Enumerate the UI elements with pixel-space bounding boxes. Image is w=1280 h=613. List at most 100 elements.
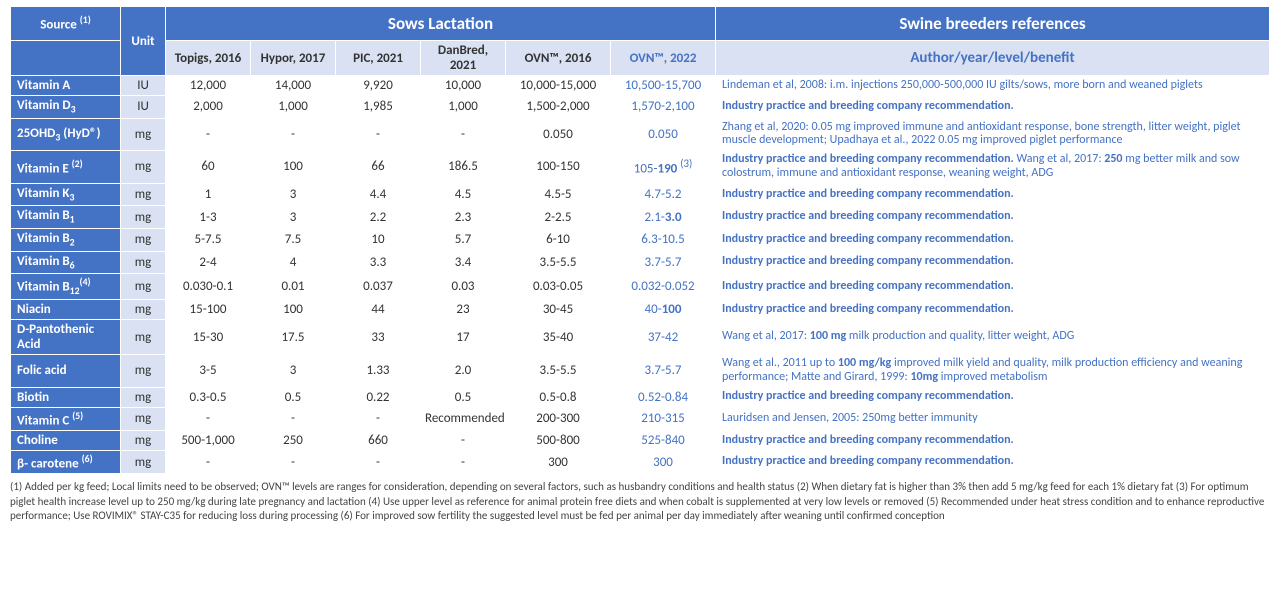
value-cell: 3 [251,183,336,206]
value-cell: 100 [251,300,336,320]
reference-cell: Lindeman et al, 2008: i.m. injections 25… [716,76,1270,96]
table-row: Vitamin B1mg1-332.22.32-2.52.1-3.0Indust… [11,206,1270,229]
reference-cell: Industry practice and breeding company r… [716,387,1270,407]
value-cell: 2.2 [336,206,421,229]
value-cell: 9,920 [336,76,421,96]
row-label: Vitamin D3 [11,96,121,119]
value-cell: 2,000 [166,96,251,119]
unit-cell: IU [121,76,166,96]
value-cell: 100 [251,151,336,184]
value-cell: 4.4 [336,183,421,206]
reference-cell: Industry practice and breeding company r… [716,183,1270,206]
row-label: Vitamin B12(4) [11,274,121,300]
value-cell: 0.03 [421,274,506,300]
value-cell: 0.03-0.05 [506,274,611,300]
ovn-2022-cell: 37-42 [611,320,716,355]
table-row: Folic acidmg3-531.332.03.5-5.53.7-5.7Wan… [11,355,1270,388]
value-cell: 3 [251,206,336,229]
unit-cell: mg [121,451,166,474]
unit-cell: mg [121,320,166,355]
value-cell: 10,000-15,000 [506,76,611,96]
reference-cell: Industry practice and breeding company r… [716,431,1270,451]
row-label: Folic acid [11,355,121,388]
unit-cell: mg [121,206,166,229]
unit-cell: mg [121,118,166,151]
unit-cell: mg [121,251,166,274]
reference-cell: Industry practice and breeding company r… [716,251,1270,274]
table-row: Vitamin AIU12,00014,0009,92010,00010,000… [11,76,1270,96]
reference-cell: Wang et al., 2011 up to 100 mg/kg improv… [716,355,1270,388]
value-cell: 0.22 [336,387,421,407]
reference-cell: Industry practice and breeding company r… [716,96,1270,119]
row-label: Vitamin B2 [11,228,121,251]
value-cell: 2.0 [421,355,506,388]
value-cell: 60 [166,151,251,184]
value-cell: 1,000 [251,96,336,119]
ovn-2022-cell: 0.032-0.052 [611,274,716,300]
value-cell: 17.5 [251,320,336,355]
value-cell: 100-150 [506,151,611,184]
unit-cell: IU [121,96,166,119]
value-cell: 2-4 [166,251,251,274]
value-cell: - [166,118,251,151]
blank-header [11,41,121,76]
value-cell: 186.5 [421,151,506,184]
value-cell: 0.030-0.1 [166,274,251,300]
ovn-2022-cell: 40-100 [611,300,716,320]
value-cell: 3.5-5.5 [506,355,611,388]
row-label: 25OHD3 (HyD®) [11,118,121,151]
reference-cell: Industry practice and breeding company r… [716,274,1270,300]
value-cell: 17 [421,320,506,355]
value-cell: 4 [251,251,336,274]
row-label: Biotin [11,387,121,407]
unit-cell: mg [121,300,166,320]
value-cell: - [251,407,336,430]
value-cell: 15-30 [166,320,251,355]
value-cell: 12,000 [166,76,251,96]
col-pic: PIC, 2021 [336,41,421,76]
value-cell: 10,000 [421,76,506,96]
col-ref: Author/year/level/benefit [716,41,1270,76]
value-cell: - [251,451,336,474]
footnotes: (1) Added per kg feed; Local limits need… [10,480,1270,523]
row-label: β- carotene (6) [11,451,121,474]
row-label: Vitamin E (2) [11,151,121,184]
reference-cell: Zhang et al, 2020: 0.05 mg improved immu… [716,118,1270,151]
ovn-2022-cell: 525-840 [611,431,716,451]
table-row: Vitamin E (2)mg6010066186.5100-150105-19… [11,151,1270,184]
row-label: Vitamin K3 [11,183,121,206]
table-row: Niacinmg15-100100442330-4540-100Industry… [11,300,1270,320]
value-cell: 1.33 [336,355,421,388]
value-cell: 200-300 [506,407,611,430]
value-cell: 10 [336,228,421,251]
value-cell: - [166,451,251,474]
value-cell: 30-45 [506,300,611,320]
value-cell: 660 [336,431,421,451]
value-cell: 1 [166,183,251,206]
unit-cell: mg [121,387,166,407]
unit-header: Unit [121,7,166,76]
value-cell: 0.5 [251,387,336,407]
unit-cell: mg [121,228,166,251]
value-cell: 3-5 [166,355,251,388]
value-cell: 35-40 [506,320,611,355]
col-danbred: DanBred, 2021 [421,41,506,76]
unit-cell: mg [121,407,166,430]
ovn-2022-cell: 2.1-3.0 [611,206,716,229]
value-cell: - [421,118,506,151]
value-cell: 23 [421,300,506,320]
value-cell: 4.5-5 [506,183,611,206]
value-cell: 3.5-5.5 [506,251,611,274]
unit-cell: mg [121,355,166,388]
value-cell: - [336,118,421,151]
value-cell: 5-7.5 [166,228,251,251]
value-cell: 2.3 [421,206,506,229]
reference-cell: Industry practice and breeding company r… [716,206,1270,229]
reference-cell: Wang et al, 2017: 100 mg milk production… [716,320,1270,355]
row-label: Vitamin A [11,76,121,96]
reference-cell: Industry practice and breeding company r… [716,451,1270,474]
reference-cell: Industry practice and breeding company r… [716,228,1270,251]
value-cell: 66 [336,151,421,184]
value-cell: 250 [251,431,336,451]
ovn-2022-cell: 3.7-5.7 [611,355,716,388]
